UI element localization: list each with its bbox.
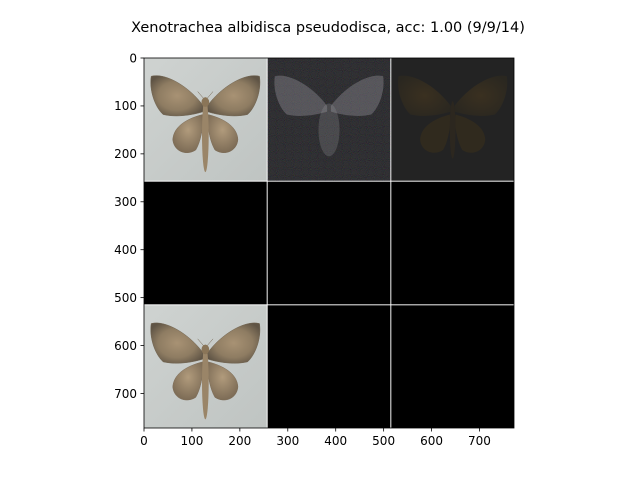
- tile-r2-c2-black: [391, 305, 514, 428]
- plot-area: [143, 57, 515, 429]
- tile-r0-c0-moth-photo: [143, 57, 267, 181]
- tile-r1-c2-black: [391, 181, 514, 305]
- tile-r1-c1-black: [267, 181, 391, 305]
- y-tick-label: 200: [114, 147, 137, 161]
- y-tick-label: 0: [129, 51, 137, 65]
- x-tick-label: 500: [372, 434, 395, 448]
- chart-title: Xenotrachea albidisca pseudodisca, acc: …: [131, 20, 525, 36]
- x-tick-label: 600: [420, 434, 443, 448]
- x-tick-label: 400: [324, 434, 347, 448]
- tile-r1-c0-black: [144, 181, 267, 305]
- x-tick-label: 300: [276, 434, 299, 448]
- y-tick-label: 600: [114, 339, 137, 353]
- x-tick-label: 100: [180, 434, 203, 448]
- y-tick-label: 400: [114, 243, 137, 257]
- axes-frame: [143, 57, 515, 429]
- tile-r2-c1-black: [267, 305, 391, 428]
- y-tick-label: 100: [114, 99, 137, 113]
- y-tick-label: 700: [114, 387, 137, 401]
- x-tick-label: 0: [140, 434, 148, 448]
- x-axis: 0 100 200 300 400 500 600 700: [140, 428, 491, 448]
- tile-r0-c1-noisy-saliency-map: [268, 58, 391, 181]
- tile-r2-c0-moth-photo: [143, 305, 267, 429]
- y-tick-label: 500: [114, 291, 137, 305]
- y-axis: 0 100 200 300 400 500 600 700: [114, 51, 144, 401]
- x-tick-label: 200: [228, 434, 251, 448]
- y-tick-label: 300: [114, 195, 137, 209]
- x-tick-label: 700: [468, 434, 491, 448]
- tile-r0-c2-dark-moth-attribution: [391, 58, 514, 181]
